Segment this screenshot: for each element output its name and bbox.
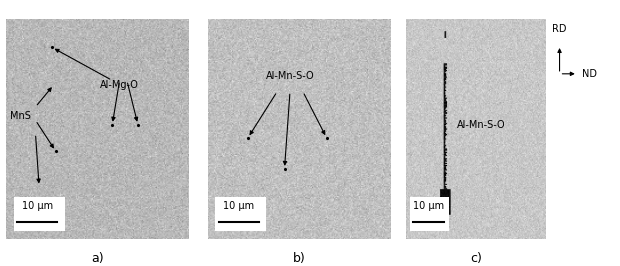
Text: 10 μm: 10 μm [223, 201, 254, 211]
Text: 10 μm: 10 μm [413, 201, 444, 211]
Text: c): c) [470, 252, 482, 264]
Text: Al-Mn-S-O: Al-Mn-S-O [457, 120, 506, 130]
FancyBboxPatch shape [410, 197, 449, 231]
Text: 10 μm: 10 μm [22, 201, 53, 211]
Text: b): b) [293, 252, 306, 264]
Text: Al-Mn-S-O: Al-Mn-S-O [266, 71, 314, 81]
FancyBboxPatch shape [215, 197, 266, 231]
Text: ND: ND [582, 69, 597, 79]
FancyBboxPatch shape [14, 197, 64, 231]
Text: a): a) [91, 252, 104, 264]
Text: Al-Mg-O: Al-Mg-O [100, 80, 139, 90]
Text: RD: RD [552, 24, 567, 34]
Text: MnS: MnS [11, 111, 31, 121]
